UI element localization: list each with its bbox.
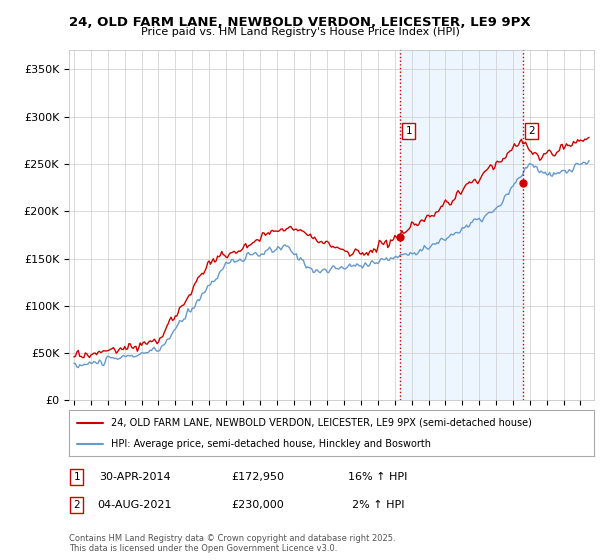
Text: Contains HM Land Registry data © Crown copyright and database right 2025.
This d: Contains HM Land Registry data © Crown c…: [69, 534, 395, 553]
Text: 2: 2: [528, 126, 535, 136]
Text: 04-AUG-2021: 04-AUG-2021: [98, 500, 172, 510]
Text: 30-APR-2014: 30-APR-2014: [99, 472, 171, 482]
Text: £172,950: £172,950: [232, 472, 284, 482]
Text: £230,000: £230,000: [232, 500, 284, 510]
Text: 16% ↑ HPI: 16% ↑ HPI: [349, 472, 407, 482]
Text: 1: 1: [406, 126, 412, 136]
Text: HPI: Average price, semi-detached house, Hinckley and Bosworth: HPI: Average price, semi-detached house,…: [111, 439, 431, 449]
Text: 1: 1: [73, 472, 80, 482]
Text: 2% ↑ HPI: 2% ↑ HPI: [352, 500, 404, 510]
Text: 2: 2: [73, 500, 80, 510]
Bar: [400, 50, 523, 400]
Text: 24, OLD FARM LANE, NEWBOLD VERDON, LEICESTER, LE9 9PX (semi-detached house): 24, OLD FARM LANE, NEWBOLD VERDON, LEICE…: [111, 418, 532, 428]
Text: 24, OLD FARM LANE, NEWBOLD VERDON, LEICESTER, LE9 9PX: 24, OLD FARM LANE, NEWBOLD VERDON, LEICE…: [69, 16, 531, 29]
Text: Price paid vs. HM Land Registry's House Price Index (HPI): Price paid vs. HM Land Registry's House …: [140, 27, 460, 37]
